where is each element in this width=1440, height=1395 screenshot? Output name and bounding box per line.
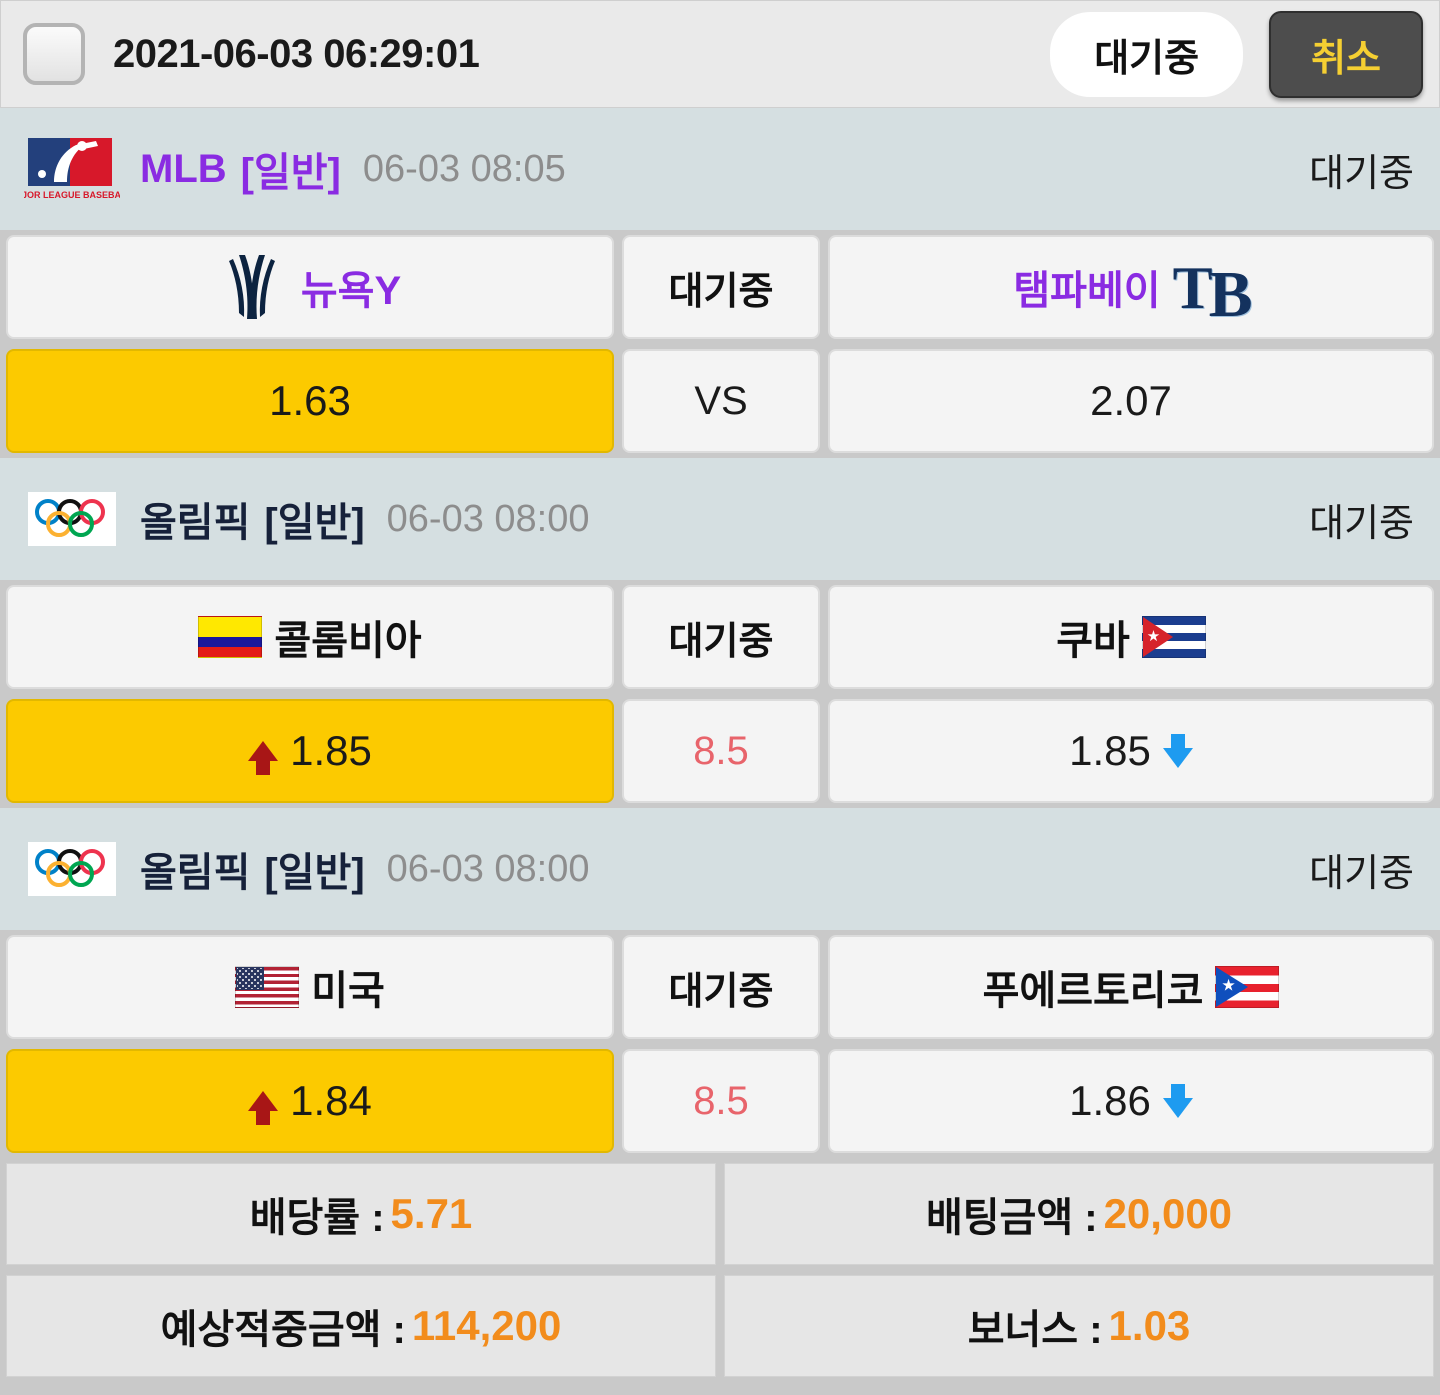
flag-usa-icon — [235, 966, 300, 1008]
league-name: 올림픽 — [140, 851, 251, 895]
expected-payout-value: 114,200 — [411, 1302, 562, 1349]
slip-status-badge: 대기중 — [1050, 11, 1244, 97]
match-status: 대기중 — [1309, 502, 1414, 545]
stake-label: 배팅금액 : — [925, 1196, 1098, 1240]
cancel-button[interactable]: 취소 — [1269, 10, 1423, 98]
bonus-label: 보너스 : — [967, 1308, 1103, 1352]
match-status: 대기중 — [1309, 152, 1414, 195]
league-kind: [일반] — [264, 501, 365, 545]
league-header-olympic-2: 올림픽 [일반] 06-03 08:00 대기중 — [0, 808, 1440, 930]
league-kind: [일반] — [240, 151, 341, 195]
home-odds-value: 1.63 — [269, 377, 351, 424]
slip-timestamp: 2021-06-03 06:29:01 — [113, 31, 480, 76]
expected-payout-label: 예상적중금액 : — [160, 1308, 406, 1352]
trend-up-icon — [248, 1091, 279, 1125]
away-team-name: 탬파베이 — [1013, 268, 1161, 313]
away-odds-value: 1.86 — [1069, 1077, 1151, 1124]
away-team-cell[interactable]: 쿠바 — [828, 585, 1434, 689]
away-team-cell[interactable]: 푸에르토리코 — [828, 935, 1434, 1039]
slip-summary: 배당률 : 5.71 배팅금액 : 20,000 예상적중금액 : 114,20… — [0, 1158, 1440, 1382]
home-team-name: 콜롬비아 — [274, 619, 422, 663]
away-odds-cell[interactable]: 1.85 — [828, 699, 1434, 803]
home-odds-value: 1.84 — [290, 1077, 372, 1124]
trend-down-icon — [1162, 1084, 1193, 1118]
bonus-cell: 보너스 : 1.03 — [724, 1275, 1434, 1377]
home-team-name: 뉴욕Y — [300, 269, 402, 313]
flag-colombia-icon — [198, 616, 263, 658]
expected-payout-cell: 예상적중금액 : 114,200 — [6, 1275, 716, 1377]
olympic-rings-logo — [18, 483, 126, 555]
handicap-cell: 8.5 — [622, 699, 820, 803]
total-odds-cell: 배당률 : 5.71 — [6, 1163, 716, 1265]
mlb-logo: MAJOR LEAGUE BASEBALL — [18, 133, 126, 205]
vs-label: VS — [694, 378, 748, 423]
match-status-text: 대기중 — [668, 970, 774, 1013]
match-status-text: 대기중 — [668, 620, 774, 663]
team-name-row: 미국 대기중 푸에르토리코 — [0, 930, 1440, 1044]
league-kind: [일반] — [264, 851, 365, 895]
olympic-rings-logo — [18, 833, 126, 905]
vs-cell: VS — [622, 349, 820, 453]
stake-value: 20,000 — [1103, 1190, 1233, 1237]
handicap-value: 8.5 — [693, 728, 749, 773]
home-team-cell[interactable]: 미국 — [6, 935, 614, 1039]
away-odds-cell[interactable]: 2.07 — [828, 349, 1434, 453]
team-name-row: 뉴욕Y 대기중 탬파베이 TB — [0, 230, 1440, 344]
home-odds-value: 1.85 — [290, 727, 372, 774]
odds-row: 1.85 8.5 1.85 — [0, 694, 1440, 808]
flag-cuba-icon — [1141, 616, 1206, 658]
league-name: 올림픽 — [140, 501, 251, 545]
summary-row-2: 예상적중금액 : 114,200 보너스 : 1.03 — [0, 1270, 1440, 1382]
away-odds-value: 2.07 — [1090, 377, 1172, 424]
match-status-cell: 대기중 — [622, 585, 820, 689]
select-slip-checkbox[interactable] — [23, 23, 85, 85]
match-row-mlb: 뉴욕Y 대기중 탬파베이 TB 1.63 VS — [0, 230, 1440, 458]
match-time: 06-03 08:05 — [362, 147, 566, 190]
summary-row-1: 배당률 : 5.71 배팅금액 : 20,000 — [0, 1158, 1440, 1270]
stake-cell: 배팅금액 : 20,000 — [724, 1163, 1434, 1265]
home-odds-cell-selected[interactable]: 1.63 — [6, 349, 614, 453]
svg-text:MAJOR LEAGUE BASEBALL: MAJOR LEAGUE BASEBALL — [24, 190, 120, 200]
match-row-olympic-1: 콜롬비아 대기중 쿠바 1.85 8.5 — [0, 580, 1440, 808]
home-team-cell[interactable]: 뉴욕Y — [6, 235, 614, 339]
total-odds-value: 5.71 — [390, 1190, 473, 1237]
league-header-olympic-1: 올림픽 [일반] 06-03 08:00 대기중 — [0, 458, 1440, 580]
away-team-cell[interactable]: 탬파베이 TB — [828, 235, 1434, 339]
trend-up-icon — [248, 741, 279, 775]
handicap-cell: 8.5 — [622, 1049, 820, 1153]
match-status: 대기중 — [1309, 852, 1414, 895]
match-status-text: 대기중 — [668, 270, 774, 313]
handicap-value: 8.5 — [693, 1078, 749, 1123]
away-team-name: 쿠바 — [1056, 619, 1130, 663]
home-odds-cell-selected[interactable]: 1.84 — [6, 1049, 614, 1153]
league-header-mlb: MAJOR LEAGUE BASEBALL MLB [일반] 06-03 08:… — [0, 108, 1440, 230]
match-row-olympic-2: 미국 대기중 푸에르토리코 1.84 8.5 — [0, 930, 1440, 1158]
total-odds-label: 배당률 : — [249, 1196, 385, 1240]
trend-down-icon — [1162, 734, 1193, 768]
yankees-logo — [228, 255, 275, 319]
odds-row: 1.63 VS 2.07 — [0, 344, 1440, 458]
home-team-name: 미국 — [311, 969, 385, 1013]
home-odds-cell-selected[interactable]: 1.85 — [6, 699, 614, 803]
league-name: MLB — [140, 146, 227, 191]
flag-puertorico-icon — [1215, 966, 1280, 1008]
match-time: 06-03 08:00 — [386, 497, 590, 540]
home-team-cell[interactable]: 콜롬비아 — [6, 585, 614, 689]
away-odds-value: 1.85 — [1069, 727, 1151, 774]
away-team-name: 푸에르토리코 — [982, 969, 1204, 1013]
slip-header: 2021-06-03 06:29:01 대기중 취소 — [0, 0, 1440, 108]
match-status-cell: 대기중 — [622, 235, 820, 339]
match-time: 06-03 08:00 — [386, 847, 590, 890]
bonus-value: 1.03 — [1108, 1302, 1191, 1349]
away-odds-cell[interactable]: 1.86 — [828, 1049, 1434, 1153]
team-name-row: 콜롬비아 대기중 쿠바 — [0, 580, 1440, 694]
rays-logo: TB — [1172, 255, 1253, 332]
match-status-cell: 대기중 — [622, 935, 820, 1039]
odds-row: 1.84 8.5 1.86 — [0, 1044, 1440, 1158]
